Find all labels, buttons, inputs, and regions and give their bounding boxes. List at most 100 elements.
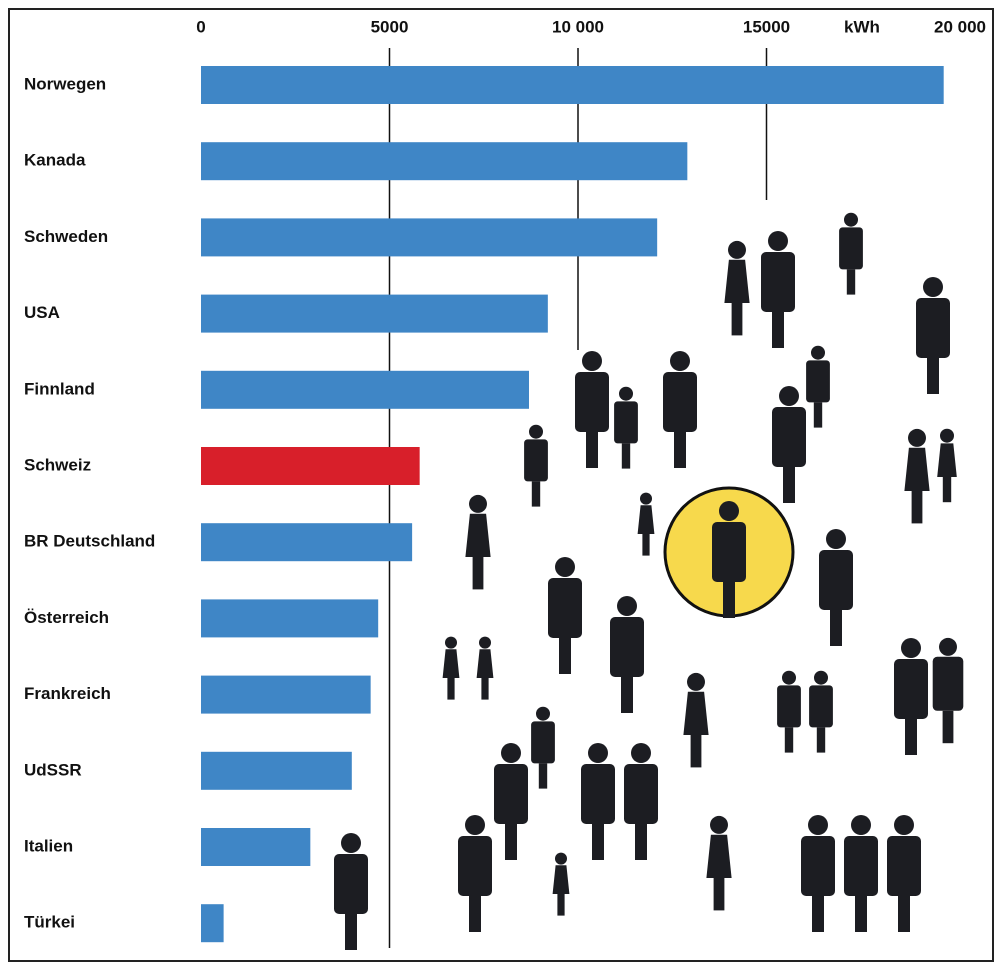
legs (812, 896, 824, 932)
category-label: Frankreich (24, 684, 111, 703)
head (631, 743, 651, 763)
body (777, 685, 801, 728)
frame (8, 8, 994, 962)
category-label: Österreich (24, 608, 109, 627)
category-label: Kanada (24, 151, 86, 170)
head (811, 345, 825, 360)
legs (481, 678, 489, 700)
silhouette (844, 815, 878, 932)
body (772, 407, 806, 467)
legs (905, 719, 917, 755)
bar (201, 904, 224, 943)
head (479, 636, 491, 649)
body (904, 447, 930, 491)
legs (731, 303, 743, 336)
head (782, 670, 796, 685)
body (809, 685, 833, 728)
body (894, 659, 928, 719)
legs (674, 432, 686, 468)
category-label: Italien (24, 836, 73, 855)
legs (772, 312, 784, 348)
body (624, 764, 658, 824)
body (844, 836, 878, 896)
legs (345, 914, 357, 950)
body (801, 836, 835, 896)
x-tick-label: 15000 (743, 17, 790, 36)
silhouette (809, 670, 833, 753)
body (458, 836, 492, 896)
legs (783, 467, 795, 503)
silhouette (552, 852, 570, 916)
head (341, 833, 361, 853)
silhouette (581, 743, 615, 860)
head (728, 240, 746, 259)
silhouette (334, 833, 368, 950)
body (819, 550, 853, 610)
legs (557, 894, 565, 916)
silhouette (524, 424, 548, 507)
legs (538, 763, 548, 789)
legs (784, 727, 794, 753)
body (465, 513, 491, 557)
bar (201, 599, 379, 638)
body (575, 372, 609, 432)
head (768, 231, 788, 251)
category-label: Schweden (24, 227, 108, 246)
silhouette (610, 596, 644, 713)
legs (559, 638, 571, 674)
body (531, 721, 555, 764)
body (552, 865, 570, 894)
silhouette (887, 815, 921, 932)
body (637, 505, 655, 534)
silhouette (575, 351, 609, 468)
head (445, 636, 457, 649)
category-label: Norwegen (24, 74, 106, 93)
legs (472, 557, 484, 590)
head (851, 815, 871, 835)
bar (201, 751, 352, 790)
legs (592, 824, 604, 860)
body (663, 372, 697, 432)
body (724, 259, 750, 303)
head (588, 743, 608, 763)
head (894, 815, 914, 835)
bar (201, 370, 529, 409)
body (494, 764, 528, 824)
head (826, 529, 846, 549)
category-label: Türkei (24, 913, 75, 932)
head (529, 424, 543, 439)
head (687, 672, 705, 691)
legs (621, 677, 633, 713)
head (908, 428, 926, 447)
legs (621, 443, 631, 469)
silhouette (894, 638, 928, 755)
body (712, 522, 746, 582)
head (619, 386, 633, 401)
silhouette (458, 815, 492, 932)
silhouette (724, 240, 750, 336)
legs (927, 358, 939, 394)
silhouette (683, 672, 709, 768)
legs (813, 402, 823, 428)
body (887, 836, 921, 896)
legs (846, 269, 856, 295)
head (710, 815, 728, 834)
bar (201, 828, 311, 866)
body (524, 439, 548, 482)
head (808, 815, 828, 835)
silhouette (916, 277, 950, 394)
head (814, 670, 828, 685)
legs (469, 896, 481, 932)
body (683, 691, 709, 735)
legs (942, 477, 952, 503)
head (501, 743, 521, 763)
bar (201, 675, 371, 714)
silhouette (614, 386, 638, 469)
body (916, 298, 950, 358)
category-label: USA (24, 303, 60, 322)
x-tick-label: 10 000 (552, 17, 604, 36)
bar (201, 142, 688, 181)
bar (201, 447, 420, 485)
